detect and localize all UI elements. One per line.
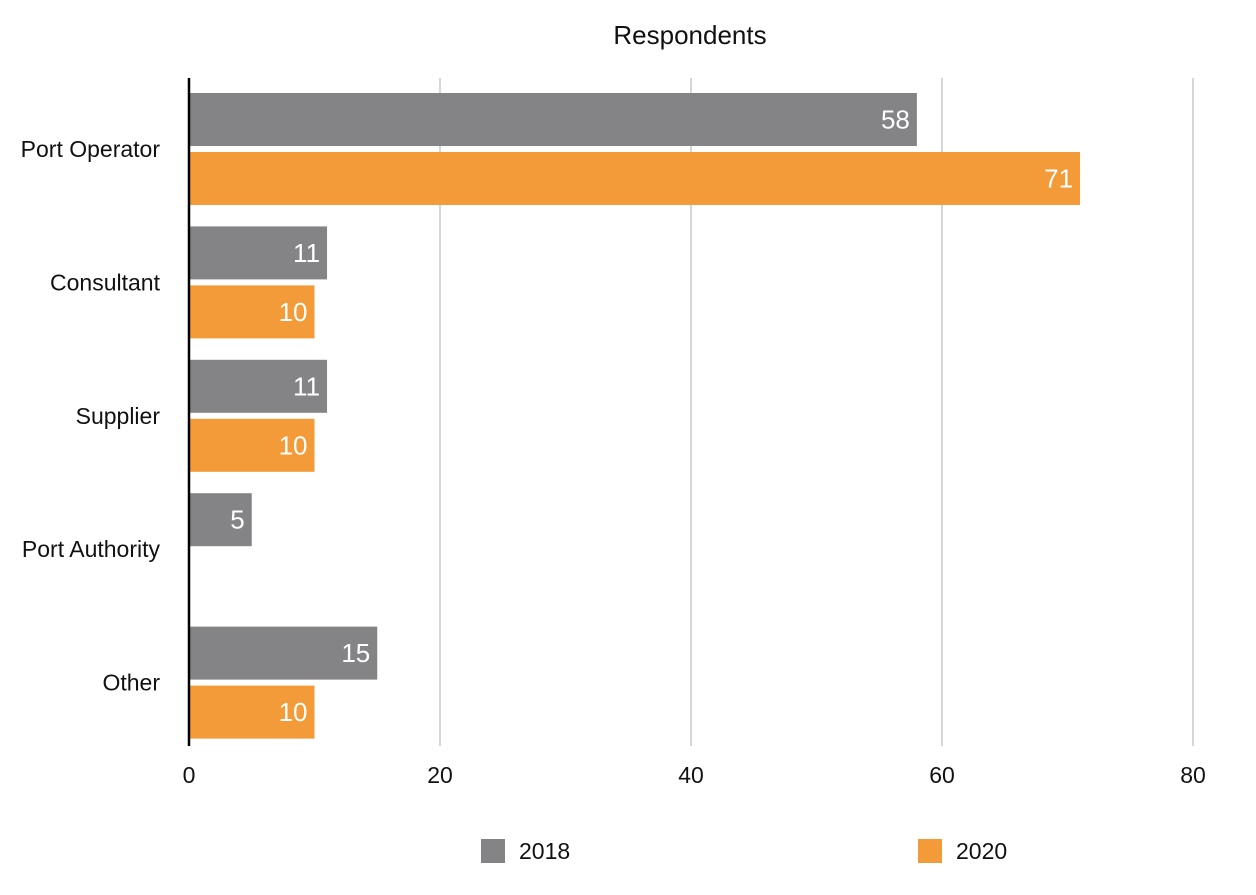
bar-2018 <box>189 359 328 413</box>
legend-label: 2020 <box>956 838 1007 864</box>
x-tick-label: 60 <box>929 762 955 788</box>
data-label: 11 <box>293 238 320 268</box>
bar-2018 <box>189 93 917 146</box>
data-label: 15 <box>341 638 370 668</box>
x-tick-label: 20 <box>427 762 453 788</box>
category-label: Other <box>102 670 160 696</box>
bar-2018 <box>189 226 328 280</box>
bar-2020 <box>189 685 315 739</box>
bar-2018 <box>189 626 378 680</box>
data-labels: 58 71 11 10 11 10 5 15 10 <box>230 105 1073 728</box>
data-label: 10 <box>279 430 308 460</box>
chart-title: Respondents <box>613 20 766 50</box>
data-label: 58 <box>881 105 910 135</box>
category-labels: Port Operator Consultant Supplier Port Auth… <box>21 136 161 696</box>
legend-swatch-2020 <box>918 839 942 863</box>
x-tick-labels: 0 20 40 60 80 <box>183 762 1206 788</box>
category-label: Port Authority <box>22 536 161 562</box>
bar-2020 <box>189 418 315 472</box>
data-label: 5 <box>230 505 244 535</box>
category-label: Port Operator <box>21 136 161 162</box>
data-label: 10 <box>279 697 308 727</box>
legend-label: 2018 <box>519 838 570 864</box>
bar-2018 <box>189 493 252 547</box>
x-tick-label: 80 <box>1180 762 1206 788</box>
x-tick-label: 40 <box>678 762 704 788</box>
category-label: Supplier <box>76 403 161 429</box>
legend: 2018 2020 <box>481 838 1007 864</box>
x-tick-label: 0 <box>183 762 196 788</box>
data-label: 11 <box>293 371 320 401</box>
data-label: 71 <box>1044 164 1073 194</box>
legend-swatch-2018 <box>481 839 505 863</box>
bar-2020 <box>189 152 1081 205</box>
data-label: 10 <box>279 297 308 327</box>
category-label: Consultant <box>50 269 161 295</box>
bars <box>189 93 1081 739</box>
bar-2020 <box>189 285 315 339</box>
